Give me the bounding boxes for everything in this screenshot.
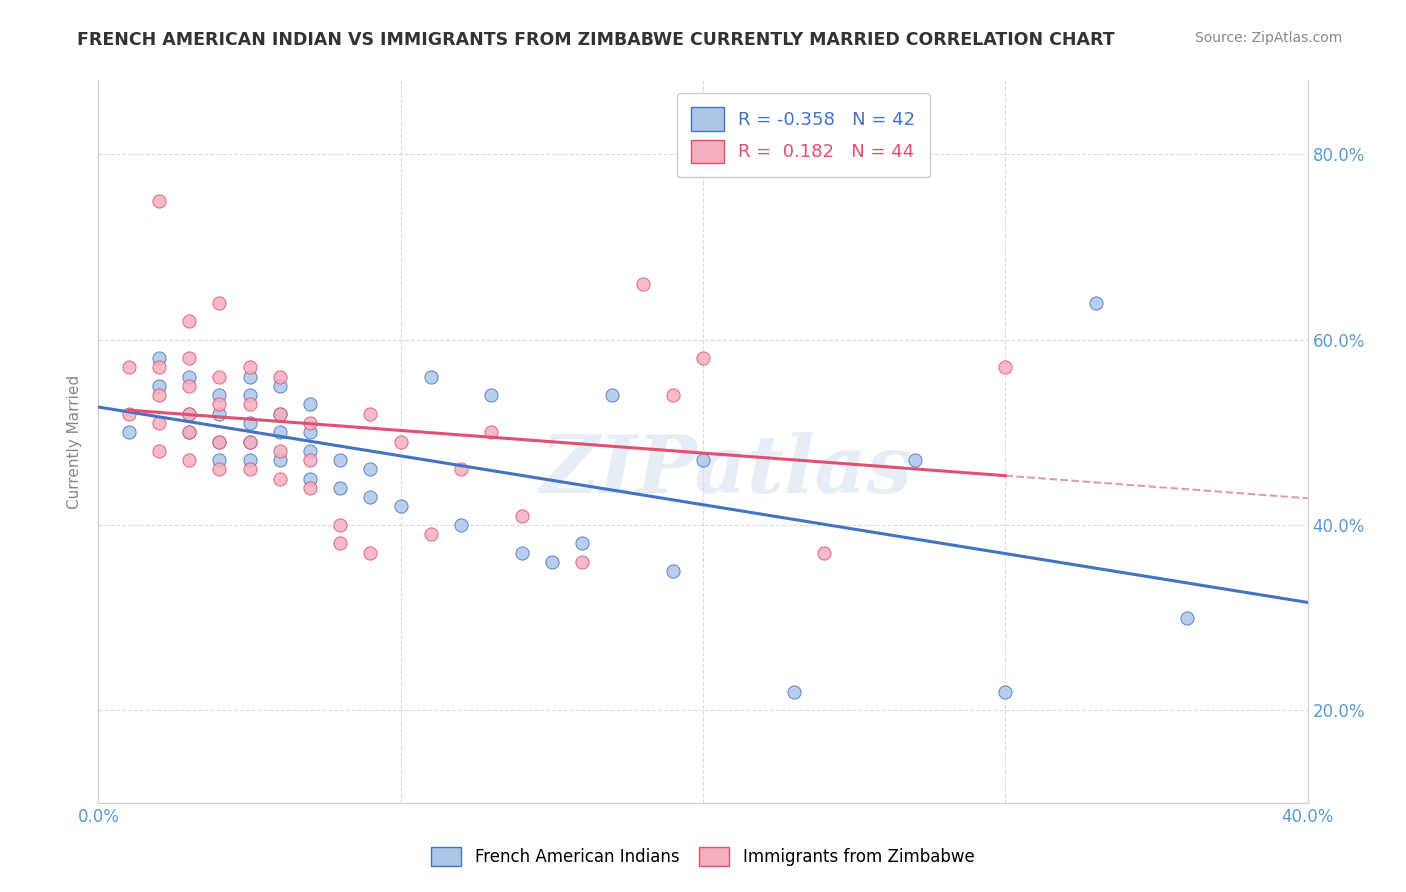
Point bbox=[179, 407, 201, 421]
Point bbox=[208, 462, 231, 476]
Text: Source: ZipAtlas.com: Source: ZipAtlas.com bbox=[1195, 31, 1343, 45]
Point bbox=[360, 546, 382, 560]
Point bbox=[208, 407, 231, 421]
Point bbox=[420, 527, 443, 541]
Point bbox=[179, 379, 201, 393]
Point bbox=[148, 443, 170, 458]
Point bbox=[179, 453, 201, 467]
Point bbox=[208, 295, 231, 310]
Point bbox=[148, 360, 170, 375]
Point bbox=[540, 555, 562, 569]
Point bbox=[269, 407, 291, 421]
Point bbox=[481, 425, 503, 440]
Point bbox=[208, 453, 231, 467]
Point bbox=[510, 508, 533, 523]
Point bbox=[389, 500, 412, 514]
Point bbox=[481, 388, 503, 402]
Point bbox=[269, 369, 291, 384]
Point bbox=[179, 351, 201, 366]
Point bbox=[239, 434, 262, 449]
Legend: French American Indians, Immigrants from Zimbabwe: French American Indians, Immigrants from… bbox=[423, 838, 983, 875]
Point bbox=[1085, 295, 1108, 310]
Point bbox=[239, 388, 262, 402]
Point bbox=[329, 481, 352, 495]
Point bbox=[571, 536, 593, 550]
Point bbox=[208, 397, 231, 411]
Point bbox=[239, 360, 262, 375]
Legend: R = -0.358   N = 42, R =  0.182   N = 44: R = -0.358 N = 42, R = 0.182 N = 44 bbox=[676, 93, 929, 178]
Point bbox=[239, 462, 262, 476]
Point bbox=[571, 555, 593, 569]
Point bbox=[269, 443, 291, 458]
Point bbox=[631, 277, 654, 291]
Point bbox=[118, 425, 141, 440]
Point bbox=[783, 684, 806, 698]
Point bbox=[329, 536, 352, 550]
Point bbox=[450, 462, 472, 476]
Point bbox=[118, 360, 141, 375]
Point bbox=[208, 434, 231, 449]
Point bbox=[602, 388, 624, 402]
Point bbox=[239, 369, 262, 384]
Point bbox=[208, 369, 231, 384]
Point bbox=[450, 517, 472, 532]
Point bbox=[360, 462, 382, 476]
Point bbox=[118, 407, 141, 421]
Point bbox=[148, 194, 170, 208]
Point bbox=[179, 407, 201, 421]
Point bbox=[360, 490, 382, 504]
Point bbox=[904, 453, 927, 467]
Point bbox=[661, 388, 683, 402]
Point bbox=[269, 453, 291, 467]
Point bbox=[1175, 610, 1198, 624]
Point bbox=[239, 416, 262, 430]
Point bbox=[299, 472, 322, 486]
Point bbox=[269, 425, 291, 440]
Point bbox=[692, 453, 714, 467]
Point bbox=[692, 351, 714, 366]
Text: ZIPatlas: ZIPatlas bbox=[541, 432, 914, 509]
Point bbox=[360, 407, 382, 421]
Point bbox=[994, 684, 1017, 698]
Point bbox=[239, 434, 262, 449]
Point bbox=[269, 472, 291, 486]
Text: FRENCH AMERICAN INDIAN VS IMMIGRANTS FROM ZIMBABWE CURRENTLY MARRIED CORRELATION: FRENCH AMERICAN INDIAN VS IMMIGRANTS FRO… bbox=[77, 31, 1115, 49]
Point bbox=[148, 379, 170, 393]
Point bbox=[179, 314, 201, 328]
Point bbox=[179, 425, 201, 440]
Y-axis label: Currently Married: Currently Married bbox=[67, 375, 83, 508]
Point bbox=[299, 453, 322, 467]
Point bbox=[510, 546, 533, 560]
Point bbox=[239, 453, 262, 467]
Point bbox=[299, 443, 322, 458]
Point bbox=[661, 564, 683, 578]
Point bbox=[208, 434, 231, 449]
Point bbox=[208, 388, 231, 402]
Point bbox=[420, 369, 443, 384]
Point bbox=[329, 517, 352, 532]
Point bbox=[299, 397, 322, 411]
Point bbox=[813, 546, 835, 560]
Point bbox=[269, 379, 291, 393]
Point bbox=[179, 369, 201, 384]
Point bbox=[299, 425, 322, 440]
Point bbox=[994, 360, 1017, 375]
Point bbox=[148, 351, 170, 366]
Point bbox=[389, 434, 412, 449]
Point bbox=[329, 453, 352, 467]
Point bbox=[148, 416, 170, 430]
Point bbox=[179, 425, 201, 440]
Point bbox=[148, 388, 170, 402]
Point bbox=[239, 397, 262, 411]
Point bbox=[269, 407, 291, 421]
Point bbox=[299, 416, 322, 430]
Point bbox=[299, 481, 322, 495]
